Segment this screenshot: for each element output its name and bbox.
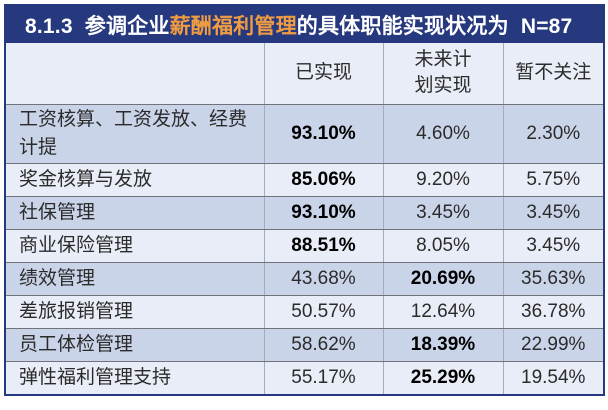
cell-value: 19.54% bbox=[503, 361, 603, 394]
table-row: 绩效管理 43.68% 20.69% 35.63% bbox=[6, 262, 603, 296]
cell-value: 3.45% bbox=[503, 196, 603, 230]
cell-value: 58.62% bbox=[264, 328, 384, 362]
cell-value: 12.64% bbox=[383, 295, 504, 329]
cell-value: 93.10% bbox=[264, 104, 384, 164]
table-row: 工资核算、工资发放、经费 计提 93.10% 4.60% 2.30% bbox=[6, 104, 603, 164]
header-blank bbox=[6, 43, 265, 105]
benefits-function-table: 已实现 未来计 划实现 暂不关注 工资核算、工资发放、经费 计提 93.10% … bbox=[6, 43, 603, 394]
row-label: 奖金核算与发放 bbox=[6, 163, 265, 197]
title-suffix: 的具体职能实现状况为 N=87 bbox=[296, 14, 573, 38]
row-label: 社保管理 bbox=[6, 196, 265, 230]
table-row: 社保管理 93.10% 3.45% 3.45% bbox=[6, 196, 603, 230]
row-label: 绩效管理 bbox=[6, 262, 265, 296]
cell-value: 55.17% bbox=[264, 361, 384, 394]
header-not-concerned: 暂不关注 bbox=[503, 43, 603, 105]
row-label: 弹性福利管理支持 bbox=[6, 361, 265, 394]
figure-title: 8.1.3 参调企业 薪酬福利管理 的具体职能实现状况为 N=87 bbox=[6, 6, 603, 43]
header-planned: 未来计 划实现 bbox=[383, 43, 504, 105]
cell-value: 4.60% bbox=[383, 104, 504, 164]
cell-value: 22.99% bbox=[503, 328, 603, 362]
table-row: 奖金核算与发放 85.06% 9.20% 5.75% bbox=[6, 163, 603, 197]
row-label: 工资核算、工资发放、经费 计提 bbox=[6, 104, 265, 164]
cell-value: 85.06% bbox=[264, 163, 384, 197]
table-row: 弹性福利管理支持 55.17% 25.29% 19.54% bbox=[6, 361, 603, 394]
cell-value: 43.68% bbox=[264, 262, 384, 296]
header-implemented: 已实现 bbox=[264, 43, 384, 105]
cell-value: 5.75% bbox=[503, 163, 603, 197]
title-prefix: 8.1.3 参调企业 bbox=[25, 14, 170, 38]
cell-value: 93.10% bbox=[264, 196, 384, 230]
title-highlight: 薪酬福利管理 bbox=[169, 14, 297, 38]
cell-value: 35.63% bbox=[503, 262, 603, 296]
cell-value: 25.29% bbox=[383, 361, 504, 394]
row-label: 商业保险管理 bbox=[6, 229, 265, 263]
cell-value: 50.57% bbox=[264, 295, 384, 329]
cell-value: 3.45% bbox=[503, 229, 603, 263]
cell-value: 3.45% bbox=[383, 196, 504, 230]
cell-value: 2.30% bbox=[503, 104, 603, 164]
cell-value: 88.51% bbox=[264, 229, 384, 263]
table-row: 员工体检管理 58.62% 18.39% 22.99% bbox=[6, 328, 603, 362]
cell-value: 8.05% bbox=[383, 229, 504, 263]
table-row: 商业保险管理 88.51% 8.05% 3.45% bbox=[6, 229, 603, 263]
cell-value: 18.39% bbox=[383, 328, 504, 362]
cell-value: 20.69% bbox=[383, 262, 504, 296]
survey-table-figure: 8.1.3 参调企业 薪酬福利管理 的具体职能实现状况为 N=87 已实现 未来计 … bbox=[4, 4, 605, 396]
cell-value: 9.20% bbox=[383, 163, 504, 197]
table-row: 差旅报销管理 50.57% 12.64% 36.78% bbox=[6, 295, 603, 329]
row-label: 差旅报销管理 bbox=[6, 295, 265, 329]
cell-value: 36.78% bbox=[503, 295, 603, 329]
row-label: 员工体检管理 bbox=[6, 328, 265, 362]
header-row: 已实现 未来计 划实现 暂不关注 bbox=[6, 43, 603, 105]
